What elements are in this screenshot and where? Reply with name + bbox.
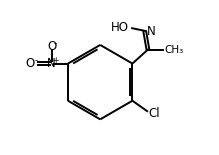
Text: Cl: Cl — [148, 107, 159, 120]
Text: +: + — [52, 56, 58, 65]
Text: N: N — [47, 57, 56, 70]
Text: -: - — [53, 39, 57, 48]
Text: O: O — [26, 57, 35, 70]
Text: CH₃: CH₃ — [164, 45, 184, 55]
Text: HO: HO — [111, 21, 129, 34]
Text: O: O — [47, 40, 56, 53]
Text: -: - — [34, 56, 38, 65]
Text: N: N — [147, 24, 156, 38]
